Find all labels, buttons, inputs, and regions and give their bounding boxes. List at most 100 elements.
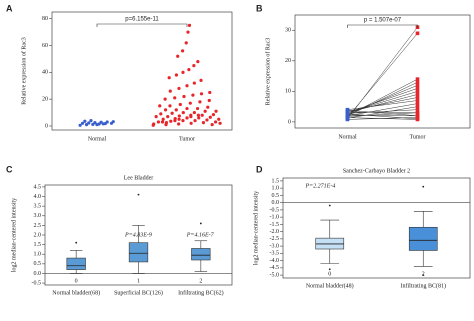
data-point (217, 117, 221, 121)
data-point (166, 114, 170, 119)
box (128, 242, 149, 263)
data-point (87, 121, 91, 125)
data-point (193, 119, 197, 123)
y-tick-label: 0.0 (34, 271, 42, 277)
box (191, 248, 211, 261)
data-point (163, 97, 167, 101)
data-point (83, 119, 87, 123)
data-point (415, 107, 420, 112)
box (66, 257, 86, 270)
y-tick-label: -1.0 (270, 215, 280, 221)
data-point (189, 114, 193, 119)
data-point (185, 84, 189, 88)
data-point (177, 117, 181, 121)
y-tick-label: 0.5 (34, 261, 42, 267)
plot-frame (294, 14, 471, 129)
pair-line (347, 88, 418, 113)
y-tick-label: 4.5 (34, 184, 42, 190)
y-tick-label: 20 (285, 58, 291, 64)
data-point (345, 113, 350, 118)
data-point (178, 102, 182, 107)
data-point (84, 123, 89, 127)
annotation: p=6.155e-11 (125, 17, 159, 23)
data-point (78, 123, 82, 127)
data-point (181, 110, 185, 115)
y-tick-label: -0.5 (32, 280, 42, 286)
outlier (137, 193, 140, 196)
data-point (214, 109, 218, 113)
data-point (415, 101, 420, 106)
pair-line (347, 114, 418, 117)
data-point (205, 118, 209, 122)
data-point (345, 115, 350, 120)
x-sublabel: 2 (422, 271, 425, 277)
x-tick-label: Infiltrating BC(81) (401, 282, 447, 289)
data-point (207, 98, 211, 103)
data-point (168, 89, 172, 93)
annotation: P=4.16E-7 (186, 231, 215, 238)
data-point (91, 122, 95, 126)
chart-title: Lee Bladder (124, 175, 153, 181)
data-point (181, 119, 185, 123)
y-axis-label: Relative expression of Rac3 (264, 38, 271, 105)
data-point (163, 108, 168, 112)
data-point (187, 23, 192, 28)
data-point (167, 76, 171, 80)
plot-frame (282, 177, 471, 279)
y-tick-label: 0 (45, 123, 48, 129)
panel-label: C (6, 164, 13, 174)
y-tick-label: -3.5 (270, 251, 280, 257)
panel-label: A (6, 3, 13, 13)
data-point (415, 110, 420, 115)
plot-frame (51, 11, 233, 131)
data-point (164, 121, 169, 125)
x-tick-label: Normal (338, 134, 357, 140)
bracket (347, 24, 418, 28)
pair-line (347, 117, 418, 120)
y-tick-label: -5.0 (270, 272, 280, 278)
data-point (415, 86, 420, 91)
x-tick-label: Normal bladder(48) (306, 282, 354, 289)
y-tick-label: 60 (42, 43, 48, 49)
y-tick-label: 2.0 (34, 232, 42, 238)
data-point (415, 31, 420, 36)
outlier (422, 185, 425, 188)
y-tick-label: -1.5 (270, 222, 280, 228)
data-point (198, 100, 202, 104)
data-point (192, 64, 196, 68)
pair-line (347, 103, 418, 117)
data-point (213, 120, 218, 124)
y-tick-label: -3.0 (270, 243, 280, 249)
pair-line (347, 110, 418, 117)
data-point (218, 121, 222, 125)
data-point (415, 77, 420, 81)
data-point (199, 92, 204, 96)
data-point (196, 60, 200, 64)
x-tick-label: Tumor (179, 136, 195, 142)
y-axis-label: Relative expression of Rac3 (20, 37, 27, 104)
x-tick-label: Normal bladder(68) (52, 289, 100, 296)
data-point (161, 117, 165, 121)
y-tick-label: 40 (42, 70, 48, 76)
y-axis-label: log2 median-centered intensity (253, 191, 259, 265)
pair-line (347, 94, 418, 113)
data-point (208, 115, 212, 119)
y-tick-label: 1.0 (272, 186, 280, 192)
y-tick-label: 80 (42, 16, 48, 22)
pair-line (347, 33, 418, 118)
data-point (156, 120, 161, 124)
y-tick-label: 10 (285, 89, 291, 95)
data-point (93, 121, 97, 125)
y-tick-label: -4.0 (270, 258, 280, 264)
data-point (181, 49, 185, 53)
y-tick-label: 20 (42, 97, 48, 103)
data-point (415, 98, 420, 103)
data-point (415, 117, 420, 122)
data-point (177, 122, 181, 126)
y-tick-label: 1.5 (272, 178, 280, 184)
outlier (75, 241, 78, 244)
data-point (154, 114, 158, 119)
outlier (199, 222, 202, 225)
pair-line (347, 81, 418, 117)
data-point (111, 120, 115, 124)
